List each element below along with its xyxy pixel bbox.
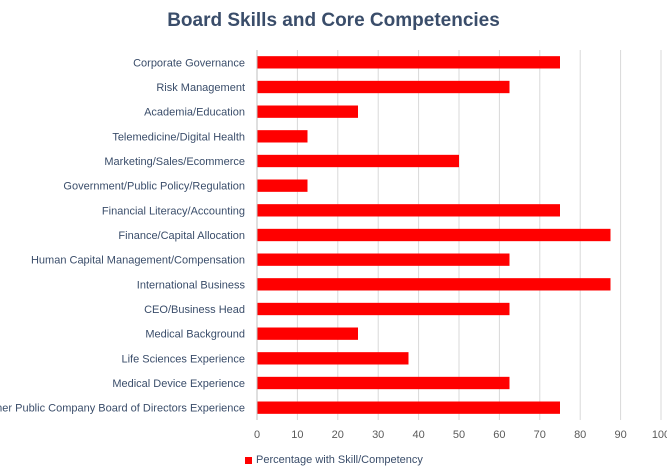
x-tick-label: 0 (254, 429, 260, 441)
category-label: CEO/Business Head (144, 304, 245, 316)
chart-title: Board Skills and Core Competencies (167, 10, 500, 31)
category-label: International Business (137, 279, 246, 291)
legend: Percentage with Skill/Competency (245, 454, 423, 466)
bar (257, 302, 510, 316)
bar (257, 179, 308, 192)
category-label: Financial Literacy/Accounting (102, 205, 245, 217)
category-label: Academia/Education (144, 107, 245, 119)
bar (257, 130, 308, 143)
x-tick-label: 10 (291, 429, 303, 441)
bar (257, 278, 611, 291)
x-tick-label: 100 (652, 429, 667, 441)
category-label: Finance/Capital Allocation (118, 230, 245, 242)
bar (257, 228, 611, 242)
category-label: Government/Public Policy/Regulation (63, 181, 245, 193)
bar (257, 327, 358, 340)
category-label: Medical Device Experience (112, 378, 245, 390)
bars (257, 56, 611, 414)
bar (257, 80, 510, 94)
legend-swatch (245, 456, 252, 464)
x-tick-label: 70 (534, 429, 546, 441)
x-tick-label: 90 (614, 429, 626, 441)
bar (257, 253, 510, 266)
bar (257, 352, 409, 365)
x-tick-label: 60 (493, 429, 505, 441)
category-label: Marketing/Sales/Ecommerce (104, 156, 245, 168)
bar (257, 376, 510, 390)
category-labels: Corporate Governance Risk Management Acade… (0, 57, 245, 414)
category-label: Human Capital Management/Compensation (31, 255, 245, 267)
bar (257, 56, 560, 69)
x-tick-label: 80 (574, 429, 586, 441)
x-tick-label: 40 (412, 429, 424, 441)
category-label: Life Sciences Experience (121, 353, 245, 365)
category-label: Risk Management (156, 82, 245, 94)
x-tick-label: 20 (332, 429, 344, 441)
category-label: Corporate Governance (133, 57, 245, 69)
x-tick-label: 30 (372, 429, 384, 441)
bar (257, 105, 358, 118)
x-tick-label: 50 (453, 429, 465, 441)
legend-label: Percentage with Skill/Competency (256, 454, 423, 466)
bar (257, 401, 560, 414)
category-label: Telemedicine/Digital Health (112, 131, 245, 143)
category-label: Other Public Company Board of Directors … (0, 403, 245, 415)
bar (257, 204, 560, 217)
x-tick-labels: 0 10 20 30 40 50 60 70 80 90 100 (254, 429, 667, 441)
category-label: Medical Background (145, 329, 245, 341)
bar (257, 154, 459, 168)
